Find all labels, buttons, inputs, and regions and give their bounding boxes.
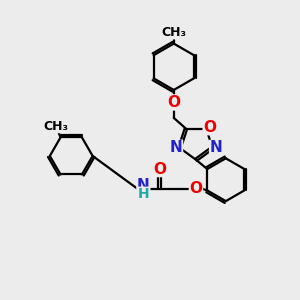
Text: O: O	[167, 95, 180, 110]
Text: O: O	[203, 120, 216, 135]
Text: N: N	[210, 140, 222, 155]
Text: CH₃: CH₃	[44, 120, 69, 133]
Text: H: H	[137, 187, 149, 201]
Text: O: O	[190, 182, 202, 196]
Text: N: N	[137, 178, 150, 194]
Text: O: O	[153, 161, 166, 176]
Text: N: N	[170, 140, 182, 155]
Text: CH₃: CH₃	[161, 26, 186, 39]
